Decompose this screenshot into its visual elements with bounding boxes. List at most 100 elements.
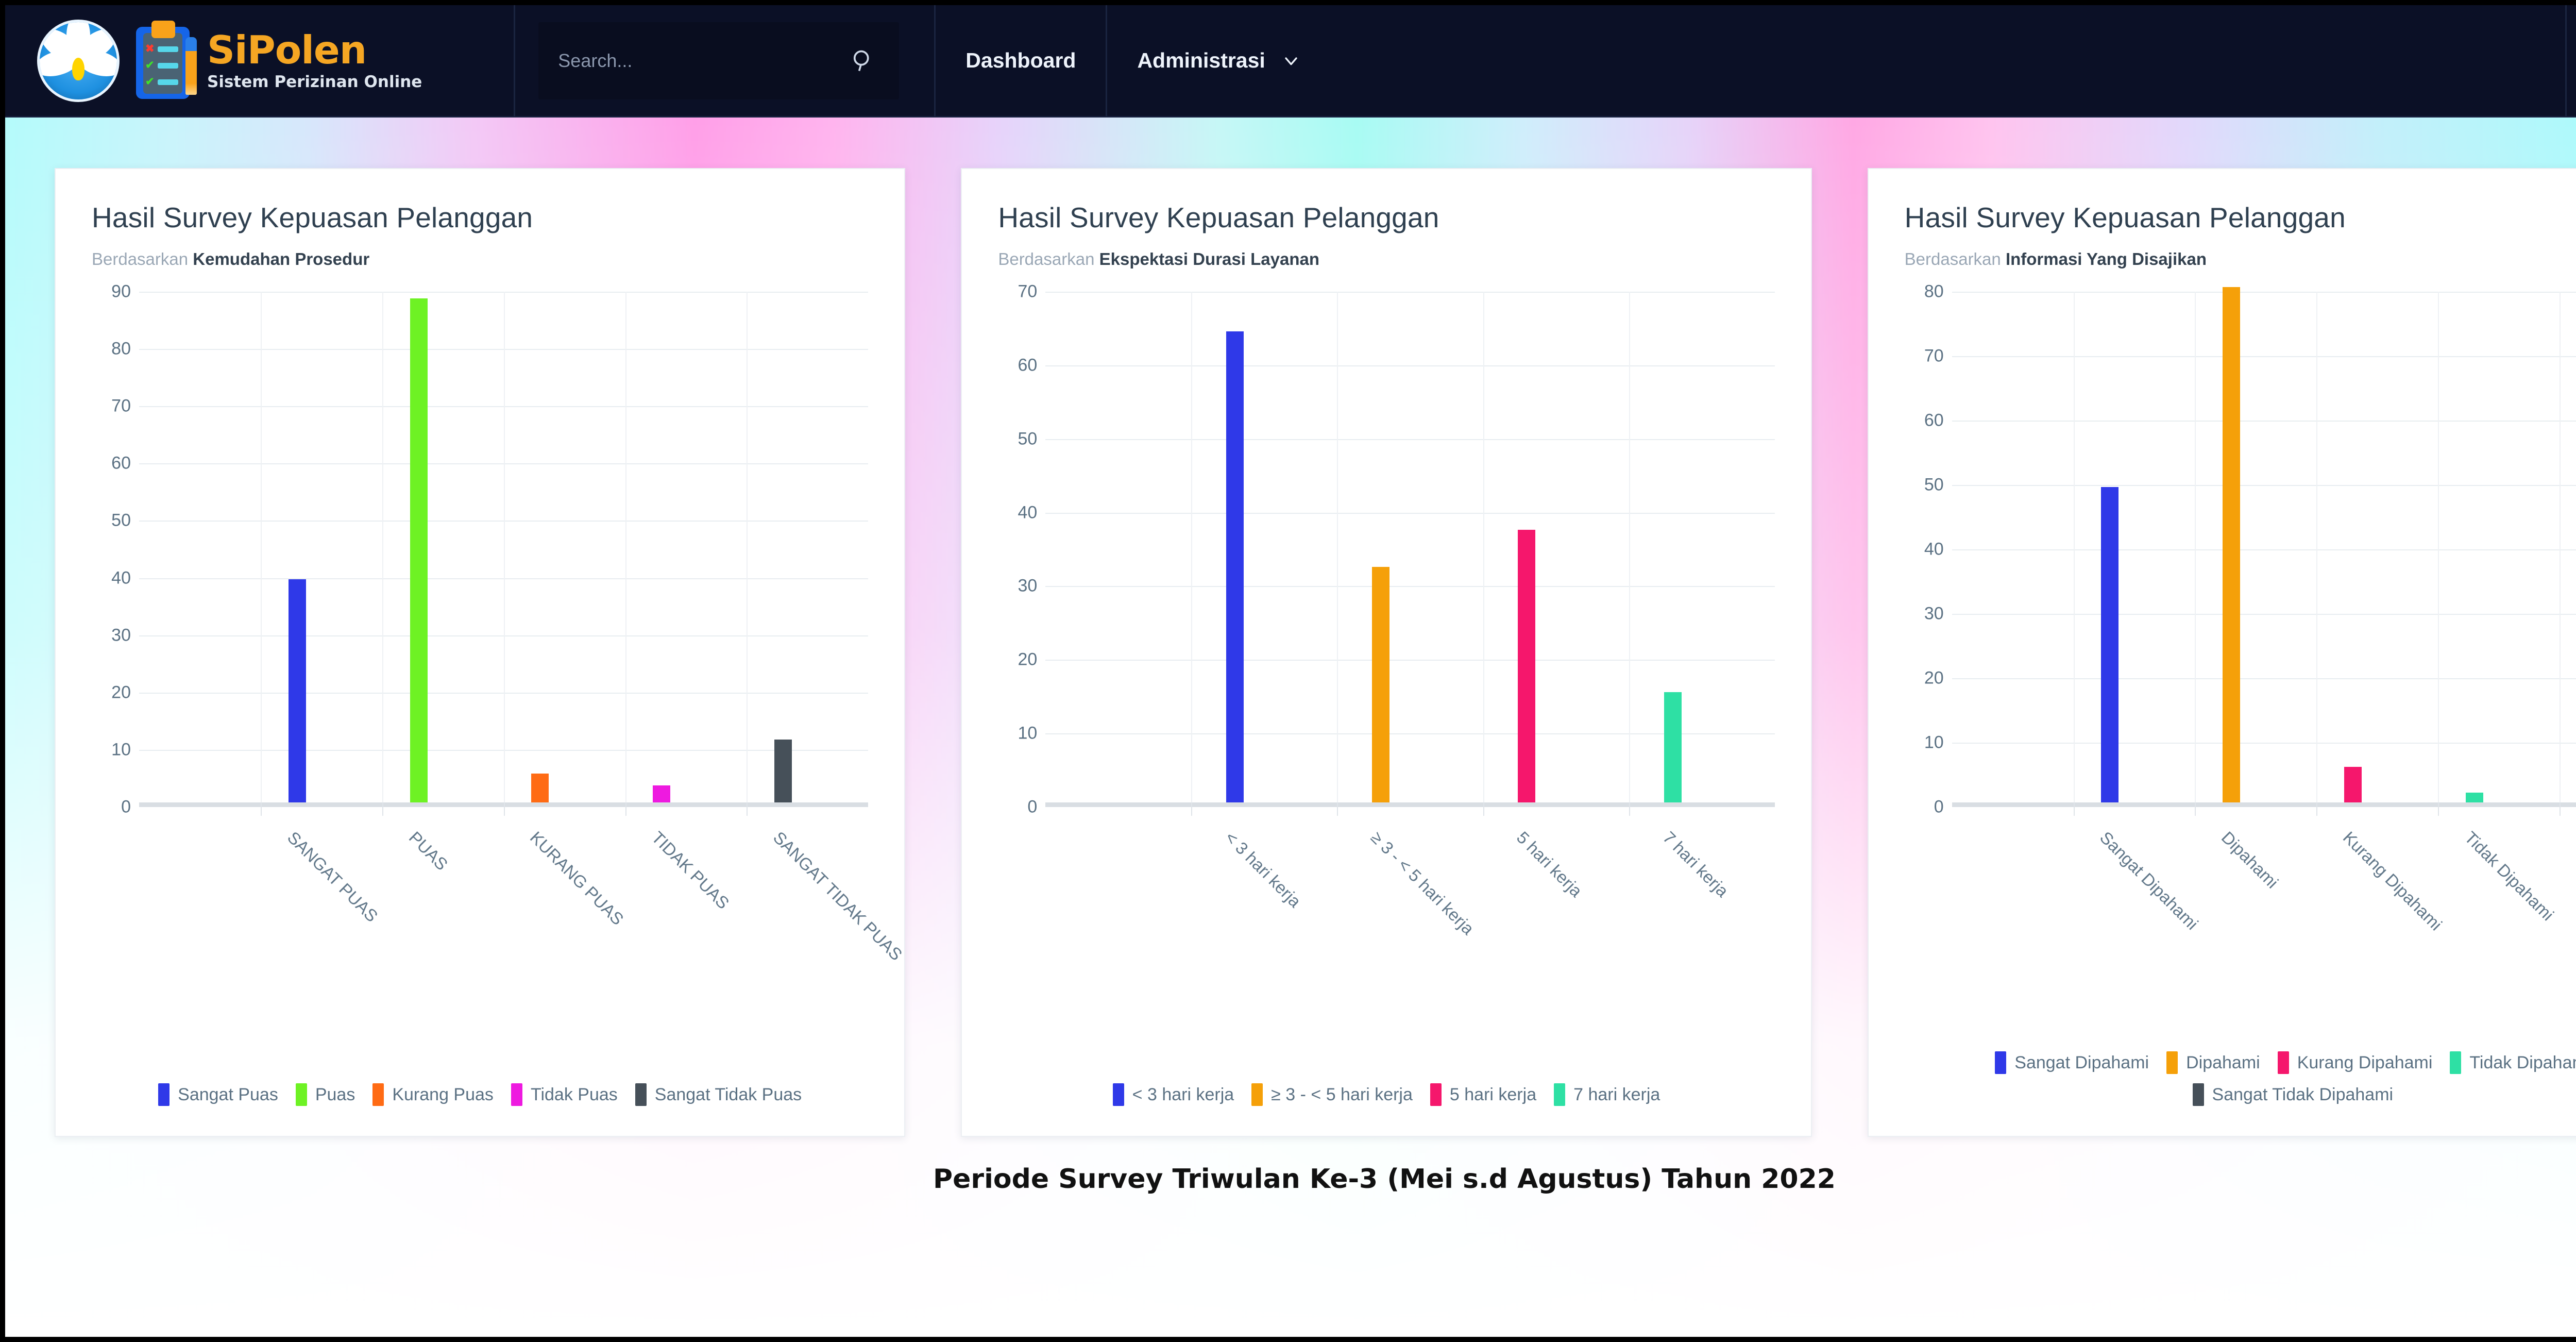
y-axis-tick: 60: [1924, 410, 1944, 430]
x-axis-label: TIDAK PUAS: [648, 828, 734, 913]
legend-swatch: [1995, 1051, 2007, 1074]
gridline-horizontal: [1952, 421, 2576, 422]
bar[interactable]: [1372, 566, 1390, 802]
legend-item[interactable]: Puas: [295, 1083, 355, 1106]
y-axis-tick: 50: [111, 510, 131, 530]
y-axis-tick: 30: [1018, 576, 1038, 596]
bar[interactable]: [1664, 692, 1682, 802]
y-axis-tick: 20: [1018, 649, 1038, 669]
legend-swatch: [1112, 1083, 1124, 1106]
plot-area: [1952, 287, 2576, 816]
legend-swatch: [2277, 1051, 2289, 1074]
legend-label: Tidak Dipahami: [2469, 1052, 2576, 1072]
bar[interactable]: [2101, 487, 2119, 802]
x-axis-tickmark: [260, 802, 262, 816]
legend-item[interactable]: Sangat Tidak Puas: [635, 1083, 802, 1106]
chart-legend: < 3 hari kerja ≥ 3 - < 5 hari kerja 5 hari…: [998, 1083, 1774, 1136]
y-axis-tick: 90: [111, 281, 131, 301]
bar[interactable]: [2465, 793, 2483, 802]
bar[interactable]: [653, 785, 671, 802]
gridline-horizontal: [1952, 485, 2576, 486]
legend-item[interactable]: Dipahami: [2166, 1051, 2260, 1074]
x-axis-label: PUAS: [405, 828, 452, 874]
gridline-vertical: [1337, 292, 1338, 802]
search-box[interactable]: [538, 22, 900, 99]
gridline-horizontal: [1045, 512, 1775, 514]
gridline-vertical: [1483, 292, 1484, 802]
legend-item[interactable]: Sangat Dipahami: [1995, 1051, 2149, 1074]
bar[interactable]: [2344, 767, 2362, 802]
y-axis-tick: 40: [1018, 502, 1038, 523]
x-axis: Sangat Dipahami Dipahami Kurang Dipahami Ti…: [1952, 807, 2576, 962]
legend-item[interactable]: Sangat Tidak Dipahami: [2192, 1083, 2393, 1106]
x-axis-tickmark: [1483, 802, 1484, 816]
y-axis-tick: 60: [111, 453, 131, 473]
legend-item[interactable]: Kurang Dipahami: [2277, 1051, 2432, 1074]
y-axis-tick: 80: [1924, 281, 1944, 301]
gridline-horizontal: [1045, 365, 1775, 366]
legend-label: Tidak Puas: [530, 1084, 618, 1104]
brand-logo[interactable]: ✖ ✔ ✔ SiPolen Sistem Perizinan Online: [5, 19, 422, 102]
x-axis: SANGAT PUAS PUAS KURANG PUAS TIDAK PUAS SANG…: [139, 807, 906, 964]
nav-link-administrasi[interactable]: Administrasi: [1107, 5, 1331, 117]
gridline-vertical: [2316, 292, 2318, 802]
bar[interactable]: [531, 774, 549, 802]
gridline-horizontal: [1952, 549, 2576, 550]
y-axis-tick: 0: [121, 797, 131, 817]
y-axis-tick: 50: [1924, 475, 1944, 495]
y-axis-tick: 0: [1934, 797, 1944, 817]
y-axis-tick: 80: [111, 339, 131, 359]
search-input[interactable]: [538, 22, 850, 99]
y-axis-tick: 10: [111, 740, 131, 760]
x-axis-label: Tidak Dipahami: [2461, 828, 2558, 925]
period-note: Periode Survey Triwulan Ke-3 (Mei s.d Ag…: [933, 1164, 1836, 1195]
gridline-vertical: [625, 292, 626, 802]
x-axis-label: 5 hari kerja: [1513, 828, 1586, 901]
survey-card: Hasil Survey Kepuasan Pelanggan Berdasark…: [961, 168, 1812, 1137]
x-axis-tickmark: [1337, 802, 1338, 816]
legend-item[interactable]: < 3 hari kerja: [1112, 1083, 1234, 1106]
legend-item[interactable]: 5 hari kerja: [1430, 1083, 1536, 1106]
gridline-horizontal: [1952, 614, 2576, 615]
legend-item[interactable]: Tidak Dipahami: [2450, 1051, 2576, 1074]
gridline-horizontal: [1045, 586, 1775, 588]
bar[interactable]: [1518, 530, 1536, 802]
card-subtitle-value: Kemudahan Prosedur: [193, 249, 370, 269]
bar-chart: 0 10 20 30 40 50 60 70 80 90 SANGAT PUAS PUAS KURANG…: [92, 282, 906, 964]
bar[interactable]: [288, 579, 306, 802]
y-axis-tick: 10: [1924, 732, 1944, 752]
bar[interactable]: [774, 739, 792, 802]
x-axis-tickmark: [2073, 802, 2075, 816]
x-axis-label: 7 hari kerja: [1659, 828, 1732, 901]
legend-item[interactable]: 7 hari kerja: [1554, 1083, 1660, 1106]
plot-area: [139, 292, 869, 816]
chart-legend: Sangat Puas Puas Kurang Puas Tidak Puas Sang…: [92, 1083, 868, 1136]
legend-label: 5 hari kerja: [1449, 1084, 1537, 1104]
gridline-vertical: [503, 292, 505, 802]
nav-link-administrasi-label: Administrasi: [1137, 48, 1265, 72]
legend-label: Dipahami: [2186, 1052, 2260, 1072]
x-axis-tickmark: [625, 802, 626, 816]
search-icon[interactable]: [850, 47, 876, 74]
bar[interactable]: [2223, 287, 2241, 802]
y-axis-tick: 30: [111, 625, 131, 645]
legend-item[interactable]: Kurang Puas: [372, 1083, 494, 1106]
legend-item[interactable]: Sangat Puas: [158, 1083, 278, 1106]
nav-divider: [934, 5, 936, 117]
x-axis-tickmark: [2195, 802, 2196, 816]
brand-subtitle: Sistem Perizinan Online: [207, 73, 422, 91]
legend-label: Kurang Puas: [392, 1084, 494, 1104]
bar[interactable]: [1226, 331, 1244, 802]
card-subtitle-value: Ekspektasi Durasi Layanan: [1099, 249, 1319, 269]
survey-cards-row: Hasil Survey Kepuasan Pelanggan Berdasark…: [55, 168, 2576, 1137]
nav-link-dashboard-label: Dashboard: [965, 48, 1076, 72]
bar-chart: 0 10 20 30 40 50 60 70 80 Sangat Dipahami Dipahami…: [1905, 282, 2576, 934]
legend-item[interactable]: Tidak Puas: [511, 1083, 618, 1106]
legend-label: ≥ 3 - < 5 hari kerja: [1271, 1084, 1413, 1104]
bar[interactable]: [410, 298, 428, 802]
nav-link-dashboard[interactable]: Dashboard: [936, 5, 1106, 117]
education-emblem-icon: [37, 19, 120, 102]
x-axis-label: Kurang Dipahami: [2339, 828, 2446, 934]
legend-item[interactable]: ≥ 3 - < 5 hari kerja: [1251, 1083, 1413, 1106]
profile-menu[interactable]: [2567, 5, 2576, 117]
